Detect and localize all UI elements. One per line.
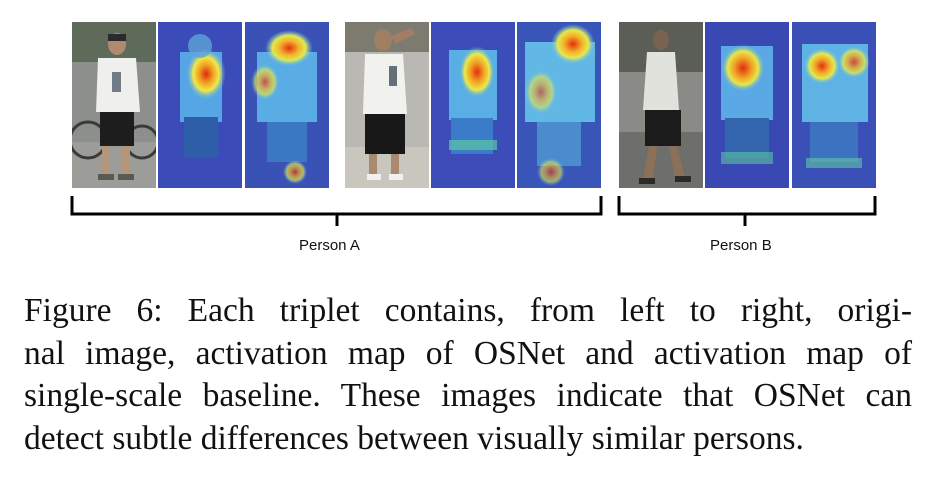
person-b-baseline-activation-map [792,22,876,188]
person-a-triplet-1-osnet-activation-map [158,22,242,188]
caption-line-1: Figure 6: Each triplet contains, from le… [24,292,912,329]
person-a-brace [70,196,603,226]
person-b-osnet-activation-map [705,22,789,188]
caption-line-2: nal image, activation map of OSNet and a… [24,334,912,372]
person-a-triplet-2-osnet-activation-map [431,22,515,188]
person-b-label: Person B [710,237,772,254]
person-a-triplet-2-original-image [345,22,429,188]
person-a-triplet-1-original-image [72,22,156,188]
person-a-triplet-2-baseline-activation-map [517,22,601,188]
person-b-original-image [619,22,703,188]
person-a-label: Person A [299,237,360,254]
figure-caption: Figure 6: Each triplet contains, from le… [24,290,912,460]
caption-line-3: single-scale baseline. These images indi… [24,377,912,414]
caption-line-4: detect subtle differences between visual… [24,419,804,457]
person-b-brace [617,196,877,226]
person-a-triplet-1-baseline-activation-map [245,22,329,188]
